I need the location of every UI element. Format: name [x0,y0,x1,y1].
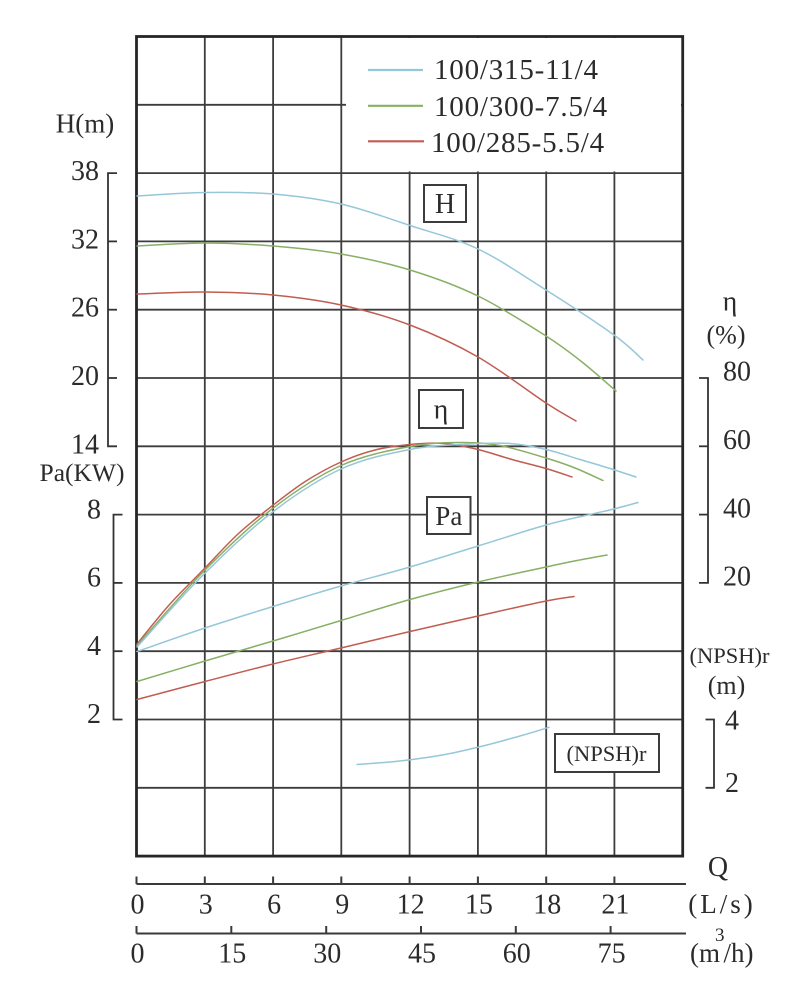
svg-text:(m): (m) [708,671,746,700]
svg-text:18: 18 [533,890,561,921]
svg-text:4: 4 [87,631,101,662]
svg-text:6: 6 [87,563,101,594]
svg-text:4: 4 [725,706,739,737]
svg-text:20: 20 [71,361,99,392]
svg-text:(L/s): (L/s) [688,889,755,919]
svg-text:Q: Q [708,852,728,883]
svg-text:H: H [435,189,455,220]
svg-text:100/300-7.5/4: 100/300-7.5/4 [434,91,608,123]
svg-text:(NPSH)r: (NPSH)r [689,643,770,668]
svg-text:15: 15 [218,939,246,970]
svg-text:(%): (%) [707,321,746,350]
svg-text:0: 0 [131,939,145,970]
svg-text:20: 20 [723,562,751,593]
svg-text:η: η [434,395,449,426]
svg-text:75: 75 [598,939,626,970]
svg-text:Pa(KW): Pa(KW) [40,458,125,487]
svg-text:32: 32 [71,224,99,255]
svg-text:2: 2 [87,699,101,730]
svg-text:30: 30 [313,939,341,970]
svg-text:15: 15 [465,890,493,921]
svg-text:45: 45 [408,939,436,970]
svg-text:0: 0 [131,890,145,921]
svg-text:6: 6 [267,890,281,921]
svg-text:(NPSH)r: (NPSH)r [566,741,647,766]
svg-text:2: 2 [725,768,739,799]
svg-text:Pa: Pa [435,501,462,531]
svg-text:60: 60 [503,939,531,970]
svg-text:100/285-5.5/4: 100/285-5.5/4 [431,127,605,159]
svg-text:9: 9 [335,890,349,921]
svg-text:12: 12 [397,890,425,921]
svg-text:60: 60 [723,425,751,456]
svg-text:H(m): H(m) [56,108,114,138]
svg-text:η: η [723,287,738,318]
svg-text:40: 40 [723,493,751,524]
svg-text:14: 14 [71,429,99,460]
svg-text:80: 80 [723,357,751,388]
svg-text:38: 38 [71,156,99,187]
svg-text:8: 8 [87,494,101,525]
svg-text:21: 21 [601,890,629,921]
svg-text:3: 3 [199,890,213,921]
svg-text:26: 26 [71,293,99,324]
svg-text:100/315-11/4: 100/315-11/4 [434,54,599,86]
